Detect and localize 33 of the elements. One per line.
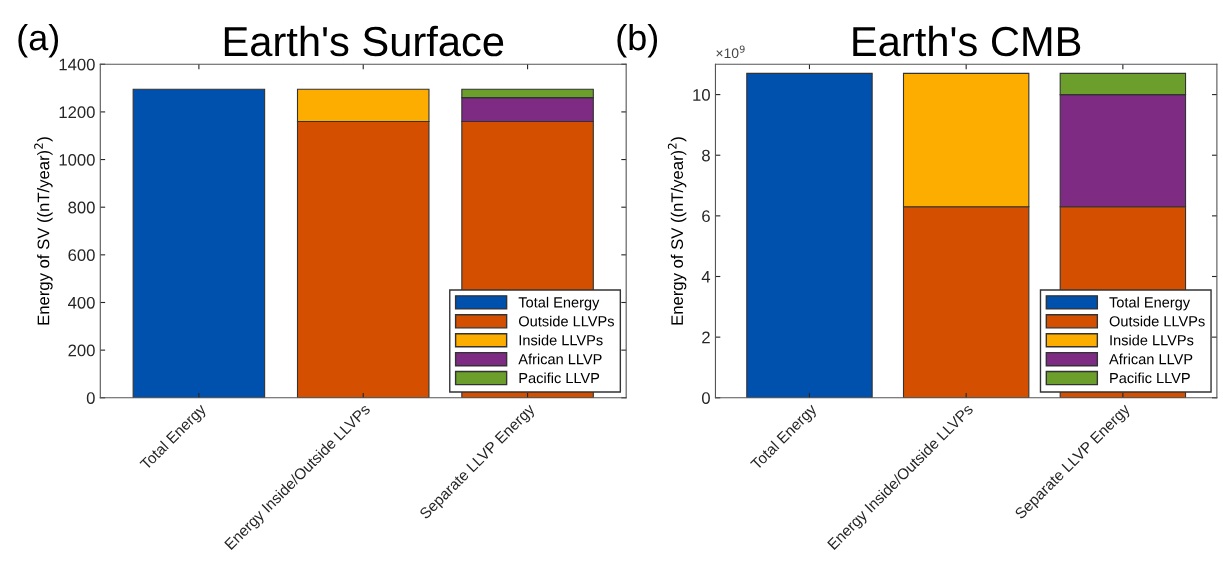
y-tick-label: 0 xyxy=(701,392,710,404)
chart-title: Earth's CMB xyxy=(853,25,1081,57)
y-tick-label: 800 xyxy=(68,201,95,214)
y-tick-label: 0 xyxy=(86,392,95,404)
y-tick-label: 1400 xyxy=(59,58,95,71)
legend-label: Total Energy xyxy=(1109,296,1191,311)
bar xyxy=(132,88,266,398)
legend-label: Inside LLVPs xyxy=(1110,334,1194,346)
y-tick-label: 4 xyxy=(701,271,711,283)
y-tick-label: 200 xyxy=(68,344,95,357)
text: ×10$^{9}$ xyxy=(716,45,745,59)
legend-label: Total Energy xyxy=(518,296,600,311)
y-axis-title: Energy of SV ((nT/year)$^{2}$) xyxy=(667,137,687,325)
y-tick-label: 10 xyxy=(693,88,710,101)
legend-label: Outside LLVPs xyxy=(1109,315,1205,327)
bar xyxy=(746,72,873,398)
text: (a) xyxy=(18,23,59,58)
legend-label: African LLVP xyxy=(518,353,602,365)
y-tick-label: 600 xyxy=(68,249,95,262)
legend-label: Pacific LLVP xyxy=(519,372,600,384)
chart-title: Earth's Surface xyxy=(224,25,504,57)
y-tick-label: 1000 xyxy=(59,153,95,166)
legend-label: Pacific LLVP xyxy=(1110,372,1190,384)
y-tick-label: 400 xyxy=(68,296,95,309)
legend-label: Inside LLVPs xyxy=(519,334,603,346)
legend-label: Outside LLVPs xyxy=(519,315,614,327)
legend-label: African LLVP xyxy=(1109,353,1193,365)
text: (b) xyxy=(617,23,658,58)
y-tick-label: 6 xyxy=(702,210,710,223)
y-tick-label: 8 xyxy=(702,149,710,162)
y-tick-label: 2 xyxy=(702,331,710,344)
y-axis-title: Energy of SV ((nT/year)$^{2}$) xyxy=(34,137,53,325)
y-tick-label: 1200 xyxy=(59,106,95,119)
